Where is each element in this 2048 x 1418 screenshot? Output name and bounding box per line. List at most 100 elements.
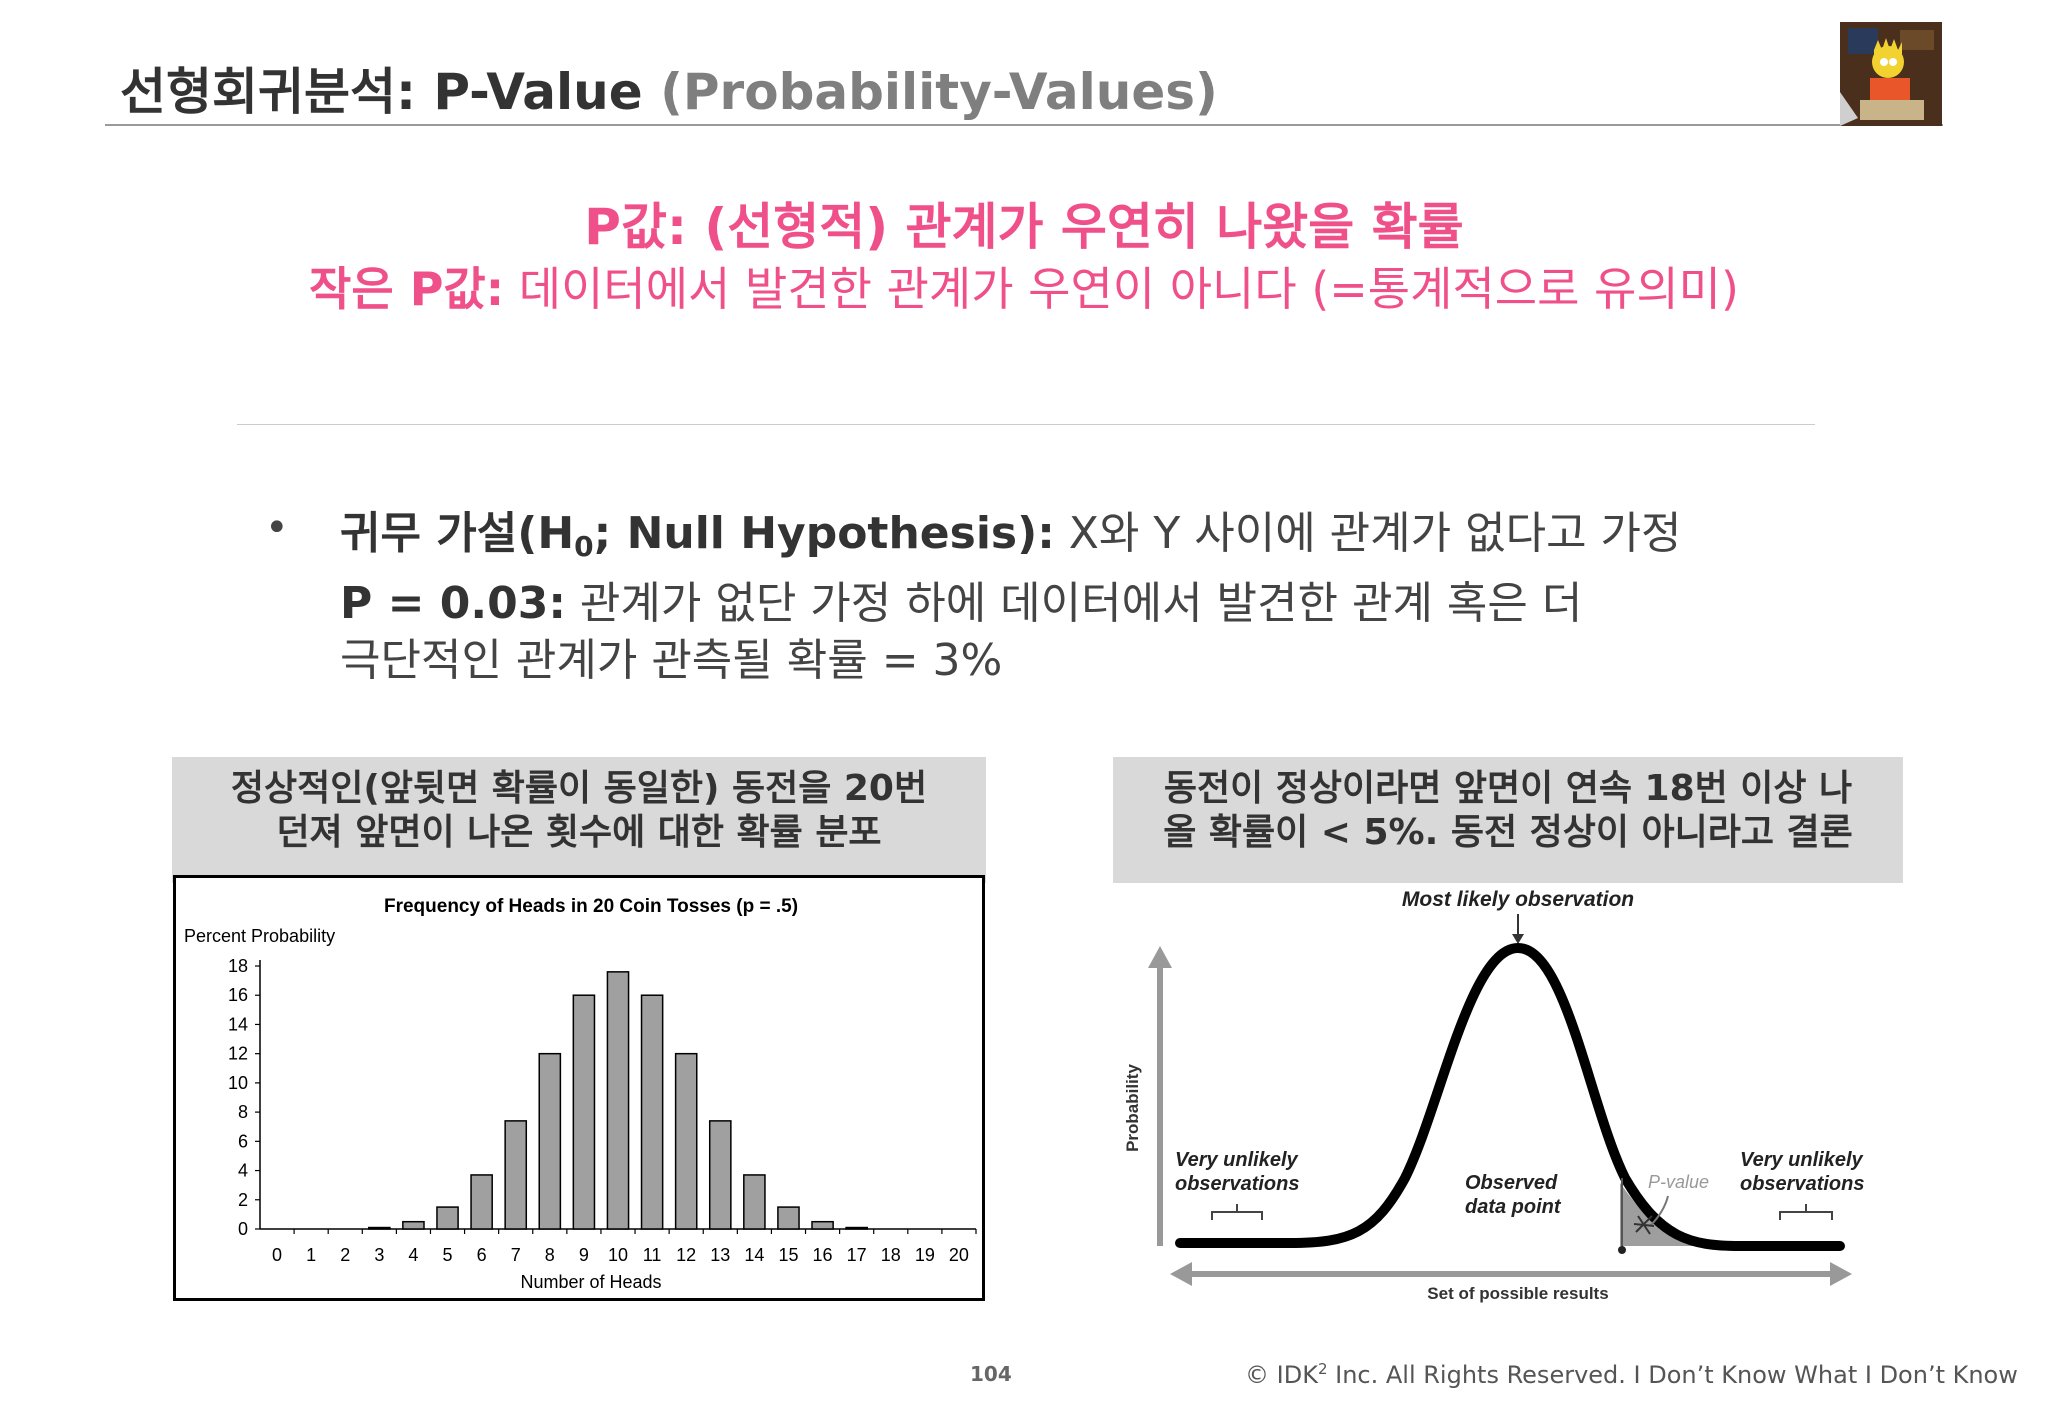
x-tick-label: 8 (545, 1245, 555, 1265)
bar (470, 1174, 493, 1230)
x-tick-label: 15 (778, 1245, 798, 1265)
x-tick-label: 4 (408, 1245, 418, 1265)
headline-line2-rest: 데이터에서 발견한 관계가 우연이 아니다 (=통계적으로 유의미) (504, 262, 1739, 316)
page-number: 104 (970, 1362, 1012, 1386)
y-tick-label: 18 (228, 956, 248, 976)
bar (368, 1226, 391, 1230)
right-figure-caption: 동전이 정상이라면 앞면이 연속 18번 이상 나 올 확률이 < 5%. 동전… (1113, 757, 1903, 883)
bar (743, 1174, 766, 1230)
x-tick-label: 16 (813, 1245, 833, 1265)
bullet-line2-rest: 관계가 없단 가정 하에 데이터에서 발견한 관계 혹은 더 (565, 578, 1583, 629)
headline-line2-bold: 작은 P값: (309, 262, 505, 316)
left-figure-caption: 정상적인(앞뒷면 확률이 동일한) 동전을 20번 던져 앞면이 나온 횟수에 … (172, 757, 986, 883)
bar (674, 1052, 698, 1230)
right-caption-line2: 올 확률이 < 5%. 동전 정상이 아니라고 결론 (1163, 812, 1853, 853)
left-caption-line2: 던져 앞면이 나온 횟수에 대한 확률 분포 (276, 812, 882, 853)
x-tick-label: 9 (579, 1245, 589, 1265)
chart-y-axis-label: Percent Probability (184, 926, 335, 946)
null-hypothesis-subscript: 0 (574, 530, 594, 563)
right-caption-line1: 동전이 정상이라면 앞면이 연속 18번 이상 나 (1163, 768, 1853, 809)
bar (504, 1120, 528, 1230)
x-tick-label: 3 (374, 1245, 384, 1265)
bar (402, 1220, 425, 1230)
x-tick-label: 12 (676, 1245, 696, 1265)
results-axis-arrowhead-left (1170, 1262, 1192, 1286)
y-tick-label: 4 (238, 1161, 248, 1181)
very-unlikely-right-line1: Very unlikely (1740, 1149, 1864, 1171)
p-value-shaded-area (1620, 1183, 1720, 1248)
bar (436, 1206, 459, 1230)
very-unlikely-right-line2: observations (1740, 1173, 1864, 1195)
x-tick-label: 19 (915, 1245, 935, 1265)
bullet-text: 귀무 가설(H0; Null Hypothesis): X와 Y 사이에 관계가… (340, 505, 1840, 689)
bullet-line1: 귀무 가설(H0; Null Hypothesis): X와 Y 사이에 관계가… (340, 505, 1840, 575)
headline-line1: P값: (선형적) 관계가 우연히 나왔을 확률 (584, 198, 1464, 256)
x-tick-label: 2 (340, 1245, 350, 1265)
left-bracket (1211, 1204, 1263, 1220)
very-unlikely-left-line1: Very unlikely (1175, 1149, 1299, 1171)
y-tick-label: 0 (238, 1219, 248, 1239)
title-main: 선형회귀분석: P-Value (120, 63, 643, 121)
left-caption-line1: 정상적인(앞뒷면 확률이 동일한) 동전을 20번 (230, 768, 928, 809)
bar (538, 1052, 562, 1230)
y-tick-label: 6 (238, 1131, 248, 1151)
p-value-pointer (1649, 1195, 1669, 1227)
right-bracket (1779, 1204, 1833, 1220)
bar (572, 994, 596, 1230)
x-tick-label: 11 (643, 1245, 662, 1265)
null-hypothesis-label-end: ; Null Hypothesis): (593, 508, 1055, 559)
bullet-line3: 극단적인 관계가 관측될 확률 = 3% (340, 635, 1003, 686)
probability-axis-arrowhead (1148, 946, 1172, 968)
title-sub: (Probability-Values) (660, 63, 1218, 121)
y-tick-label: 10 (228, 1073, 248, 1093)
x-tick-label: 13 (710, 1245, 730, 1265)
page-title: 선형회귀분석: P-Value (Probability-Values) (120, 52, 1218, 124)
observed-label-line1: Observed (1465, 1172, 1558, 1194)
p-value-label: P-value (1648, 1172, 1709, 1192)
bar (811, 1220, 834, 1230)
chart-title: Frequency of Heads in 20 Coin Tosses (p … (384, 896, 798, 917)
cartoon-thumbnail-image (1840, 22, 1942, 126)
x-tick-label: 1 (306, 1245, 316, 1265)
copyright-text-b: Inc. All Rights Reserved. I Don’t Know W… (1327, 1361, 2018, 1389)
x-tick-label: 0 (272, 1245, 282, 1265)
y-tick-label: 14 (228, 1014, 248, 1034)
p-value-diagram: Most likely observation Probability Set … (1120, 878, 1870, 1308)
bullet-line1-rest: X와 Y 사이에 관계가 없다고 가정 (1054, 508, 1682, 559)
y-tick-label: 2 (238, 1190, 248, 1210)
copyright-superscript: 2 (1317, 1360, 1328, 1378)
bullet-line2: P = 0.03: 관계가 없단 가정 하에 데이터에서 발견한 관계 혹은 더 (340, 575, 1840, 632)
y-tick-label: 8 (238, 1102, 248, 1122)
observed-label-line2: data point (1465, 1196, 1562, 1218)
p-value-star-icon (1633, 1215, 1655, 1235)
bullet-marker: • (265, 505, 289, 551)
x-tick-label: 17 (847, 1245, 867, 1265)
headline-block: P값: (선형적) 관계가 우연히 나왔을 확률 작은 P값: 데이터에서 발견… (0, 195, 2048, 319)
most-likely-label: Most likely observation (1402, 888, 1634, 911)
copyright-notice: © IDK2 Inc. All Rights Reserved. I Don’t… (1245, 1360, 2018, 1389)
title-divider (105, 124, 1943, 126)
observed-data-point (1618, 1246, 1626, 1254)
x-tick-label: 14 (744, 1245, 764, 1265)
x-tick-label: 6 (477, 1245, 487, 1265)
x-tick-label: 5 (443, 1245, 453, 1265)
most-likely-arrowhead (1512, 934, 1524, 944)
probability-axis-label: Probability (1123, 1064, 1142, 1152)
bar (606, 971, 630, 1230)
y-tick-label: 16 (228, 985, 248, 1005)
x-tick-label: 10 (608, 1245, 628, 1265)
results-axis-arrowhead-right (1830, 1262, 1852, 1286)
x-tick-label: 18 (881, 1245, 901, 1265)
copyright-text-a: © IDK (1245, 1361, 1318, 1389)
bar (640, 994, 664, 1230)
bar (708, 1120, 732, 1230)
chart-x-axis-label: Number of Heads (520, 1272, 661, 1292)
coin-toss-bar-chart: Frequency of Heads in 20 Coin Tosses (p … (173, 875, 985, 1301)
x-tick-label: 7 (511, 1245, 521, 1265)
headline-line2: 작은 P값: 데이터에서 발견한 관계가 우연이 아니다 (=통계적으로 유의미… (0, 259, 2048, 319)
bar (845, 1226, 868, 1230)
y-tick-label: 12 (228, 1044, 248, 1064)
bar (777, 1206, 800, 1230)
x-tick-label: 20 (949, 1245, 969, 1265)
